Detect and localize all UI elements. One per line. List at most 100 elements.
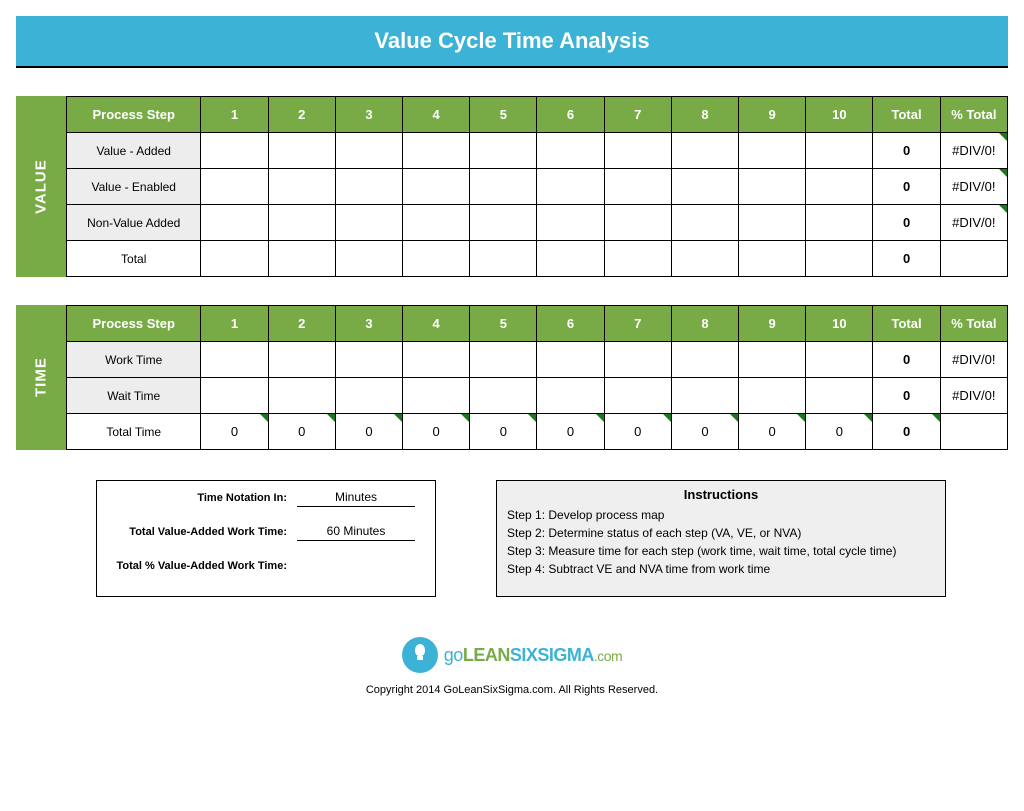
data-cell[interactable]: 0 xyxy=(335,414,402,450)
data-cell[interactable] xyxy=(806,342,873,378)
data-cell[interactable] xyxy=(201,133,268,169)
data-cell[interactable] xyxy=(671,241,738,277)
data-cell[interactable] xyxy=(403,205,470,241)
pct-cell: #DIV/0! xyxy=(940,133,1007,169)
side-label: VALUE xyxy=(16,96,66,277)
col-header: 3 xyxy=(335,97,402,133)
summary-value: Minutes xyxy=(297,490,415,507)
data-cell[interactable] xyxy=(335,378,402,414)
data-cell[interactable] xyxy=(268,133,335,169)
col-header: 1 xyxy=(201,306,268,342)
table-row: Non-Value Added0#DIV/0! xyxy=(67,205,1008,241)
total-cell: 0 xyxy=(873,205,940,241)
data-cell[interactable] xyxy=(537,378,604,414)
col-header: 1 xyxy=(201,97,268,133)
data-cell[interactable] xyxy=(201,205,268,241)
data-cell[interactable] xyxy=(268,169,335,205)
col-header: 4 xyxy=(403,306,470,342)
data-cell[interactable]: 0 xyxy=(604,414,671,450)
col-header-pct: % Total xyxy=(940,97,1007,133)
data-cell[interactable] xyxy=(403,378,470,414)
data-cell[interactable]: 0 xyxy=(537,414,604,450)
data-cell[interactable] xyxy=(806,378,873,414)
data-cell[interactable]: 0 xyxy=(739,414,806,450)
data-cell[interactable] xyxy=(671,205,738,241)
data-cell[interactable] xyxy=(806,133,873,169)
data-cell[interactable] xyxy=(268,241,335,277)
data-cell[interactable]: 0 xyxy=(470,414,537,450)
data-cell[interactable] xyxy=(201,342,268,378)
data-cell[interactable] xyxy=(739,241,806,277)
data-cell[interactable] xyxy=(201,169,268,205)
data-cell[interactable] xyxy=(604,241,671,277)
total-cell: 0 xyxy=(873,169,940,205)
data-cell[interactable] xyxy=(739,342,806,378)
data-cell[interactable] xyxy=(604,378,671,414)
summary-value: 60 Minutes xyxy=(297,524,415,541)
data-cell[interactable] xyxy=(537,169,604,205)
data-cell[interactable] xyxy=(470,342,537,378)
data-cell[interactable] xyxy=(739,133,806,169)
data-cell[interactable] xyxy=(604,133,671,169)
data-cell[interactable] xyxy=(537,241,604,277)
data-cell[interactable] xyxy=(671,342,738,378)
data-cell[interactable]: 0 xyxy=(403,414,470,450)
pct-cell xyxy=(940,414,1007,450)
data-cell[interactable] xyxy=(335,241,402,277)
data-cell[interactable] xyxy=(268,378,335,414)
data-cell[interactable] xyxy=(537,342,604,378)
col-header: 5 xyxy=(470,306,537,342)
data-cell[interactable] xyxy=(604,342,671,378)
row-label: Value - Enabled xyxy=(67,169,201,205)
data-cell[interactable]: 0 xyxy=(806,414,873,450)
summary-value xyxy=(297,565,415,567)
data-cell[interactable] xyxy=(806,205,873,241)
total-cell: 0 xyxy=(873,133,940,169)
data-cell[interactable] xyxy=(403,133,470,169)
logo-six: SIXSIGMA xyxy=(510,645,594,665)
instruction-step: Step 3: Measure time for each step (work… xyxy=(507,542,935,560)
data-cell[interactable] xyxy=(537,133,604,169)
data-cell[interactable] xyxy=(806,241,873,277)
copyright: Copyright 2014 GoLeanSixSigma.com. All R… xyxy=(16,684,1008,696)
data-cell[interactable] xyxy=(806,169,873,205)
data-cell[interactable] xyxy=(268,205,335,241)
pct-cell: #DIV/0! xyxy=(940,342,1007,378)
data-cell[interactable] xyxy=(604,205,671,241)
data-cell[interactable] xyxy=(403,342,470,378)
data-cell[interactable] xyxy=(201,378,268,414)
data-cell[interactable] xyxy=(470,241,537,277)
data-cell[interactable] xyxy=(470,133,537,169)
summary-key: Total % Value-Added Work Time: xyxy=(97,560,297,572)
summary-line: Total Value-Added Work Time:60 Minutes xyxy=(97,515,435,549)
data-cell[interactable] xyxy=(739,378,806,414)
data-cell[interactable] xyxy=(470,169,537,205)
data-cell[interactable] xyxy=(335,342,402,378)
data-cell[interactable] xyxy=(739,169,806,205)
logo-lean: LEAN xyxy=(463,645,510,665)
data-cell[interactable]: 0 xyxy=(268,414,335,450)
summary-box: Time Notation In:MinutesTotal Value-Adde… xyxy=(96,480,436,597)
data-cell[interactable] xyxy=(403,241,470,277)
data-cell[interactable] xyxy=(537,205,604,241)
data-cell[interactable] xyxy=(335,205,402,241)
data-cell[interactable] xyxy=(470,205,537,241)
col-header: 2 xyxy=(268,306,335,342)
summary-line: Total % Value-Added Work Time: xyxy=(97,549,435,583)
info-row: Time Notation In:MinutesTotal Value-Adde… xyxy=(96,480,1008,597)
data-cell[interactable] xyxy=(470,378,537,414)
data-cell[interactable] xyxy=(671,378,738,414)
data-cell[interactable] xyxy=(335,133,402,169)
data-cell[interactable]: 0 xyxy=(201,414,268,450)
data-cell[interactable] xyxy=(604,169,671,205)
data-cell[interactable] xyxy=(671,169,738,205)
data-cell[interactable] xyxy=(739,205,806,241)
data-cell[interactable] xyxy=(201,241,268,277)
data-cell[interactable]: 0 xyxy=(671,414,738,450)
col-header: 2 xyxy=(268,97,335,133)
data-cell[interactable] xyxy=(671,133,738,169)
data-cell[interactable] xyxy=(335,169,402,205)
data-cell[interactable] xyxy=(403,169,470,205)
data-cell[interactable] xyxy=(268,342,335,378)
table-row: Value - Enabled0#DIV/0! xyxy=(67,169,1008,205)
